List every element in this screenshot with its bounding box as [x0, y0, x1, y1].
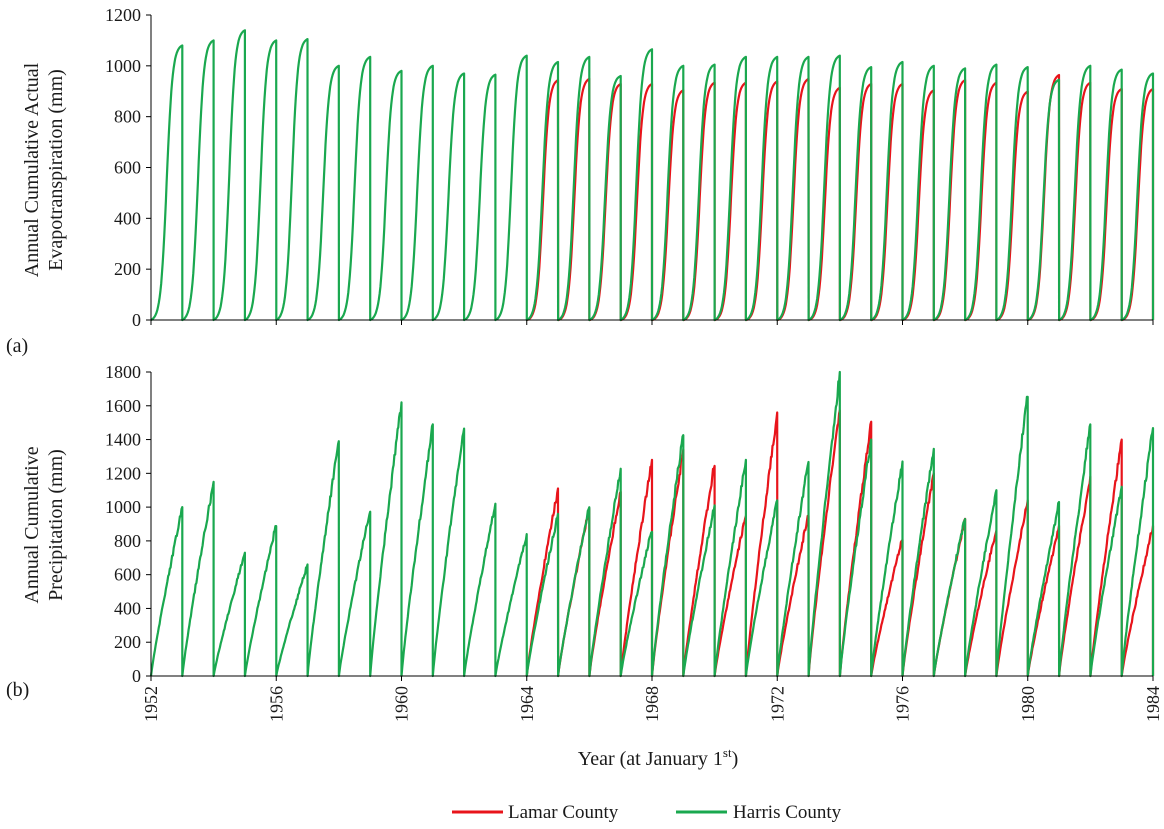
b-y-tick-label: 1800 — [105, 362, 141, 382]
series-line-harris-county — [150, 29, 1155, 322]
a-y-tick-label: 1000 — [105, 56, 141, 76]
a-y-tick-labels: 0 200 400 600 800 1000 1200 — [105, 5, 141, 330]
b-y-tick-label: 200 — [114, 632, 141, 652]
panel-a-evapotranspiration: 0 200 400 600 800 1000 1200 Annual Cumulative … — [6, 5, 1155, 357]
b-y-tick-label: 600 — [114, 565, 141, 585]
b-y-axis-title-line1: Annual Cumulative — [21, 446, 43, 603]
x-tick-label: 1956 — [266, 686, 286, 722]
x-tick-label: 1960 — [392, 686, 412, 722]
b-y-tick-label: 800 — [114, 531, 141, 551]
legend-label-harris: Harris County — [733, 802, 842, 823]
b-y-tick-label: 1000 — [105, 497, 141, 517]
b-y-tick-label: 1200 — [105, 463, 141, 483]
panel-b-label: (b) — [6, 679, 29, 701]
x-tick-label: 1968 — [642, 686, 662, 722]
b-x-tick-labels: 1952 1956 1960 1964 1968 1972 1976 1980 1984 — [141, 686, 1163, 722]
a-y-tick-label: 800 — [114, 107, 141, 127]
b-y-tick-label: 0 — [132, 666, 141, 686]
x-tick-label: 1980 — [1018, 686, 1038, 722]
b-y-tick-label: 1600 — [105, 396, 141, 416]
x-tick-label: 1976 — [893, 686, 913, 722]
a-y-axis-title-line2: Evapotranspiration (mm) — [45, 69, 67, 271]
x-tick-label: 1964 — [517, 686, 537, 722]
a-axes — [146, 14, 1154, 325]
b-axes — [146, 371, 1154, 681]
x-axis-title: Year (at January 1st) — [578, 745, 739, 770]
x-tick-label: 1984 — [1143, 686, 1163, 722]
b-y-tick-label: 1400 — [105, 430, 141, 450]
a-y-axis-title-line1: Annual Cumulative Actual — [21, 62, 43, 277]
a-y-tick-label: 400 — [114, 208, 141, 228]
b-y-tick-labels: 0 200 400 600 800 1000 1200 1400 1600 1800 — [105, 362, 141, 686]
a-y-tick-label: 0 — [132, 310, 141, 330]
b-y-tick-label: 400 — [114, 598, 141, 618]
a-y-tick-label: 600 — [114, 158, 141, 178]
a-y-tick-label: 1200 — [105, 5, 141, 25]
x-tick-label: 1972 — [767, 686, 787, 722]
x-tick-label: 1952 — [141, 686, 161, 722]
legend: Lamar County Harris County — [452, 802, 842, 823]
a-series-lines — [150, 29, 1155, 322]
legend-label-lamar: Lamar County — [508, 802, 619, 823]
b-y-axis-title-line2: Precipitation (mm) — [45, 449, 67, 601]
panel-a-label: (a) — [6, 335, 28, 357]
a-y-tick-label: 200 — [114, 259, 141, 279]
b-series-lines — [149, 370, 1155, 678]
